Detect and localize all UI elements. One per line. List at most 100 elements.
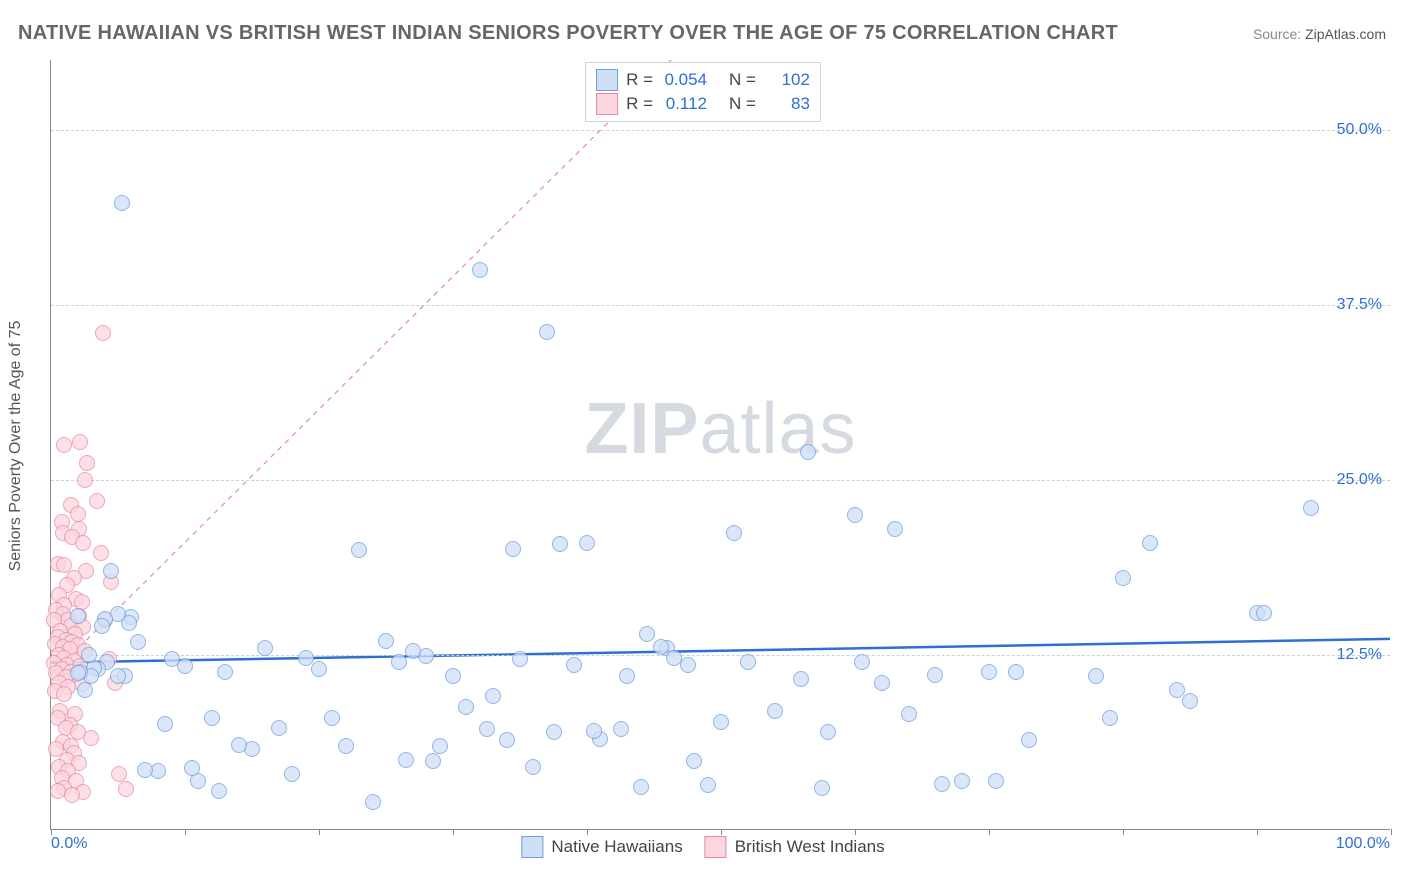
watermark-atlas: atlas [699,389,856,469]
scatter-point [887,521,903,537]
scatter-point [485,688,501,704]
scatter-point [586,723,602,739]
legend-correlation: R = 0.054 N = 102 R = 0.112 N = 83 [585,62,821,122]
x-tick [185,829,186,835]
scatter-point [338,738,354,754]
scatter-point [619,668,635,684]
legend-row-1: R = 0.054 N = 102 [596,69,810,91]
gridline [51,480,1390,481]
scatter-point [633,779,649,795]
scatter-point [1182,693,1198,709]
scatter-point [118,781,134,797]
swatch-bottom-1 [521,836,543,858]
scatter-point [75,535,91,551]
scatter-point [89,493,105,509]
x-tick [1391,829,1392,835]
y-tick-label: 12.5% [1337,646,1382,664]
n-label: N = [729,94,756,114]
scatter-point [820,724,836,740]
scatter-point [512,651,528,667]
scatter-point [800,444,816,460]
scatter-point [103,563,119,579]
x-tick [587,829,588,835]
scatter-point [70,506,86,522]
gridline [51,130,1390,131]
scatter-point [639,626,655,642]
chart-container: NATIVE HAWAIIAN VS BRITISH WEST INDIAN S… [0,0,1406,892]
scatter-point [1102,710,1118,726]
scatter-point [94,618,110,634]
scatter-point [398,752,414,768]
chart-title: NATIVE HAWAIIAN VS BRITISH WEST INDIAN S… [18,22,1118,45]
legend-item-2: British West Indians [705,836,885,858]
gridline [51,305,1390,306]
scatter-point [130,634,146,650]
scatter-point [425,753,441,769]
scatter-point [1115,570,1131,586]
scatter-point [184,760,200,776]
r-label: R = [626,70,653,90]
r-value-1: 0.054 [661,70,707,90]
scatter-point [164,651,180,667]
swatch-series-1 [596,69,618,91]
gridline [51,655,1390,656]
n-label: N = [729,70,756,90]
scatter-point [1169,682,1185,698]
scatter-point [298,650,314,666]
scatter-point [686,753,702,769]
scatter-point [847,507,863,523]
scatter-point [271,720,287,736]
scatter-point [432,738,448,754]
scatter-point [539,324,555,340]
y-tick-label: 25.0% [1337,471,1382,489]
scatter-point [1303,500,1319,516]
scatter-point [324,710,340,726]
scatter-point [211,783,227,799]
scatter-point [1088,668,1104,684]
x-tick-label: 100.0% [1336,835,1390,853]
scatter-point [83,730,99,746]
scatter-point [70,665,86,681]
scatter-point [793,671,809,687]
x-tick-label: 0.0% [51,835,87,853]
trend-line [51,639,1390,663]
scatter-point [257,640,273,656]
scatter-point [72,434,88,450]
source-attribution: Source: ZipAtlas.com [1253,26,1386,42]
scatter-point [1008,664,1024,680]
scatter-point [525,759,541,775]
scatter-point [351,542,367,558]
scatter-point [56,686,72,702]
scatter-point [365,794,381,810]
swatch-bottom-2 [705,836,727,858]
legend-series: Native Hawaiians British West Indians [521,836,884,858]
plot-area: ZIPatlas 12.5%25.0%37.5%50.0%0.0%100.0% [50,60,1390,830]
scatter-point [874,675,890,691]
legend-row-2: R = 0.112 N = 83 [596,93,810,115]
scatter-point [499,732,515,748]
x-tick [721,829,722,835]
legend-item-1: Native Hawaiians [521,836,682,858]
source-name: ZipAtlas.com [1305,26,1386,42]
scatter-point [954,773,970,789]
scatter-point [546,724,562,740]
scatter-point [479,721,495,737]
scatter-point [713,714,729,730]
scatter-point [95,325,111,341]
scatter-point [391,654,407,670]
scatter-point [111,766,127,782]
series-name-2: British West Indians [735,837,885,857]
trend-line [51,60,1390,675]
scatter-point [50,783,66,799]
scatter-point [378,633,394,649]
scatter-point [814,780,830,796]
scatter-point [767,703,783,719]
scatter-point [311,661,327,677]
x-tick [855,829,856,835]
x-tick [319,829,320,835]
scatter-point [458,699,474,715]
scatter-point [700,777,716,793]
scatter-point [854,654,870,670]
n-value-1: 102 [764,70,810,90]
scatter-point [157,716,173,732]
